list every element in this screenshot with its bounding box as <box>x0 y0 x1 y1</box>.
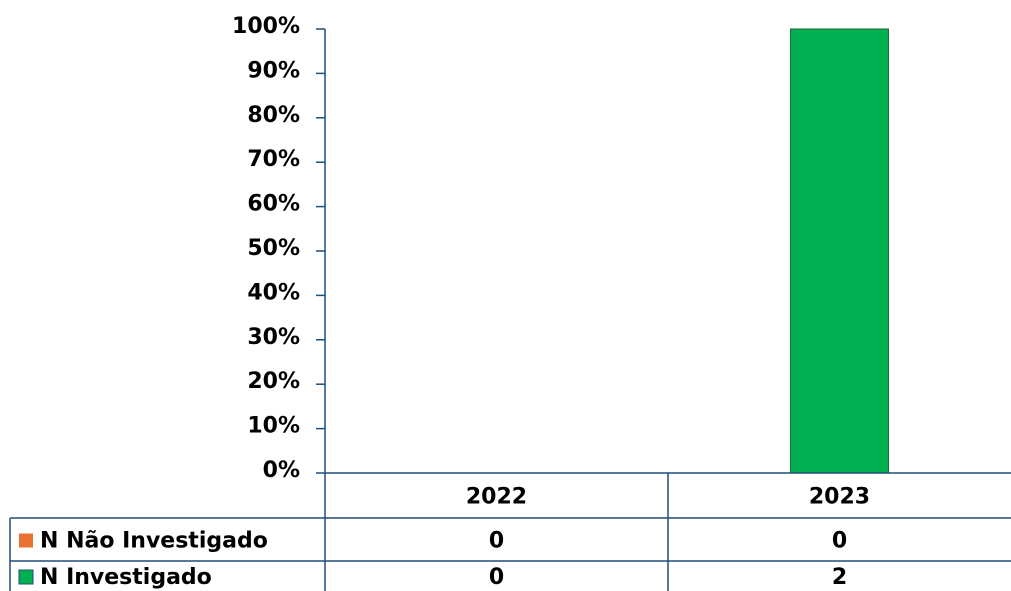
table-value: 0 <box>489 529 504 554</box>
y-tick-label: 90% <box>247 58 300 83</box>
bar-segment <box>790 28 889 474</box>
y-tick-label: 80% <box>247 103 300 128</box>
legend-label: N Não Investigado <box>40 529 268 554</box>
table-value: 2 <box>832 565 847 590</box>
table-value: 0 <box>489 565 504 590</box>
legend-swatch <box>18 569 34 585</box>
y-tick-label: 100% <box>232 14 300 39</box>
y-tick-label: 70% <box>247 147 300 172</box>
y-tick-label: 0% <box>263 458 300 483</box>
y-tick-label: 20% <box>247 369 300 394</box>
y-tick-label: 40% <box>247 280 300 305</box>
x-tick-label: 2022 <box>466 485 527 510</box>
y-tick-label: 30% <box>247 325 300 350</box>
y-tick-label: 60% <box>247 192 300 217</box>
x-tick-label: 2023 <box>809 485 870 510</box>
legend-swatch <box>19 533 33 548</box>
y-tick-label: 50% <box>247 236 300 261</box>
legend-label: N Investigado <box>40 565 212 590</box>
y-tick-label: 10% <box>247 414 300 439</box>
table-value: 0 <box>832 529 847 554</box>
